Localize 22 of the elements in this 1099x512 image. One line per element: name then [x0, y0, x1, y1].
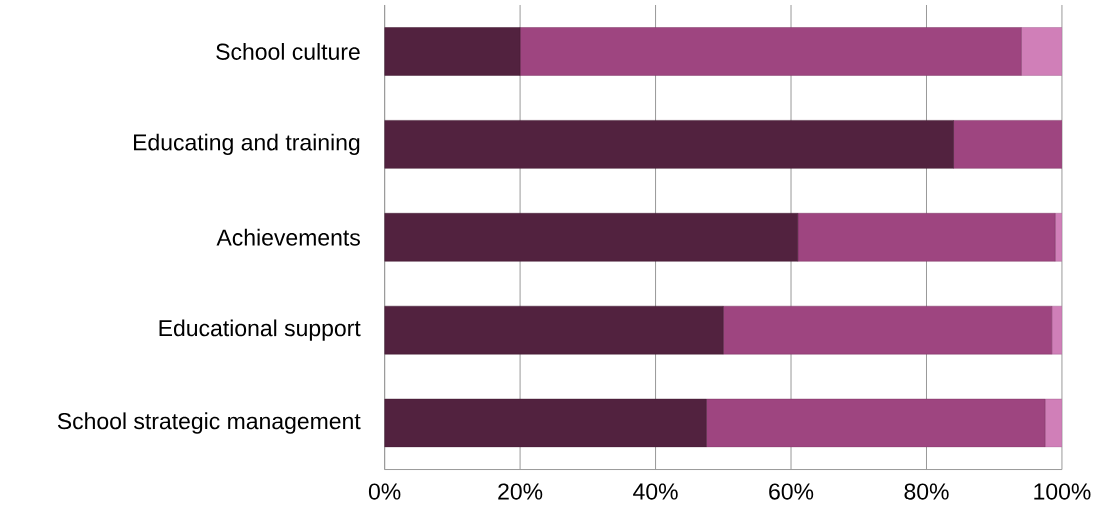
y-tick-label: Educational support: [159, 319, 361, 341]
bar: [384, 305, 724, 355]
y-tick-label: School culture: [216, 42, 360, 60]
x-tick-label: 60%: [769, 483, 814, 500]
bar: [706, 398, 1046, 448]
x-tick-label: 0%: [368, 483, 401, 500]
y-tick-label: Educating and training: [134, 133, 360, 155]
bar: [519, 26, 1022, 76]
x-tick-label: 100%: [1034, 483, 1091, 500]
x-tick-label: 80%: [904, 483, 949, 500]
y-tick-label: Achievements: [216, 228, 360, 246]
bar: [723, 305, 1053, 355]
bar: [384, 26, 521, 76]
x-tick-label: 20%: [498, 483, 543, 500]
bar: [384, 119, 954, 169]
bar: [953, 119, 1062, 169]
y-tick-label: School strategic management: [57, 412, 361, 434]
bar: [1021, 26, 1062, 76]
bar: [797, 212, 1056, 262]
x-tick-label: 40%: [633, 483, 678, 500]
bar: [384, 398, 707, 448]
bar: [384, 212, 799, 262]
